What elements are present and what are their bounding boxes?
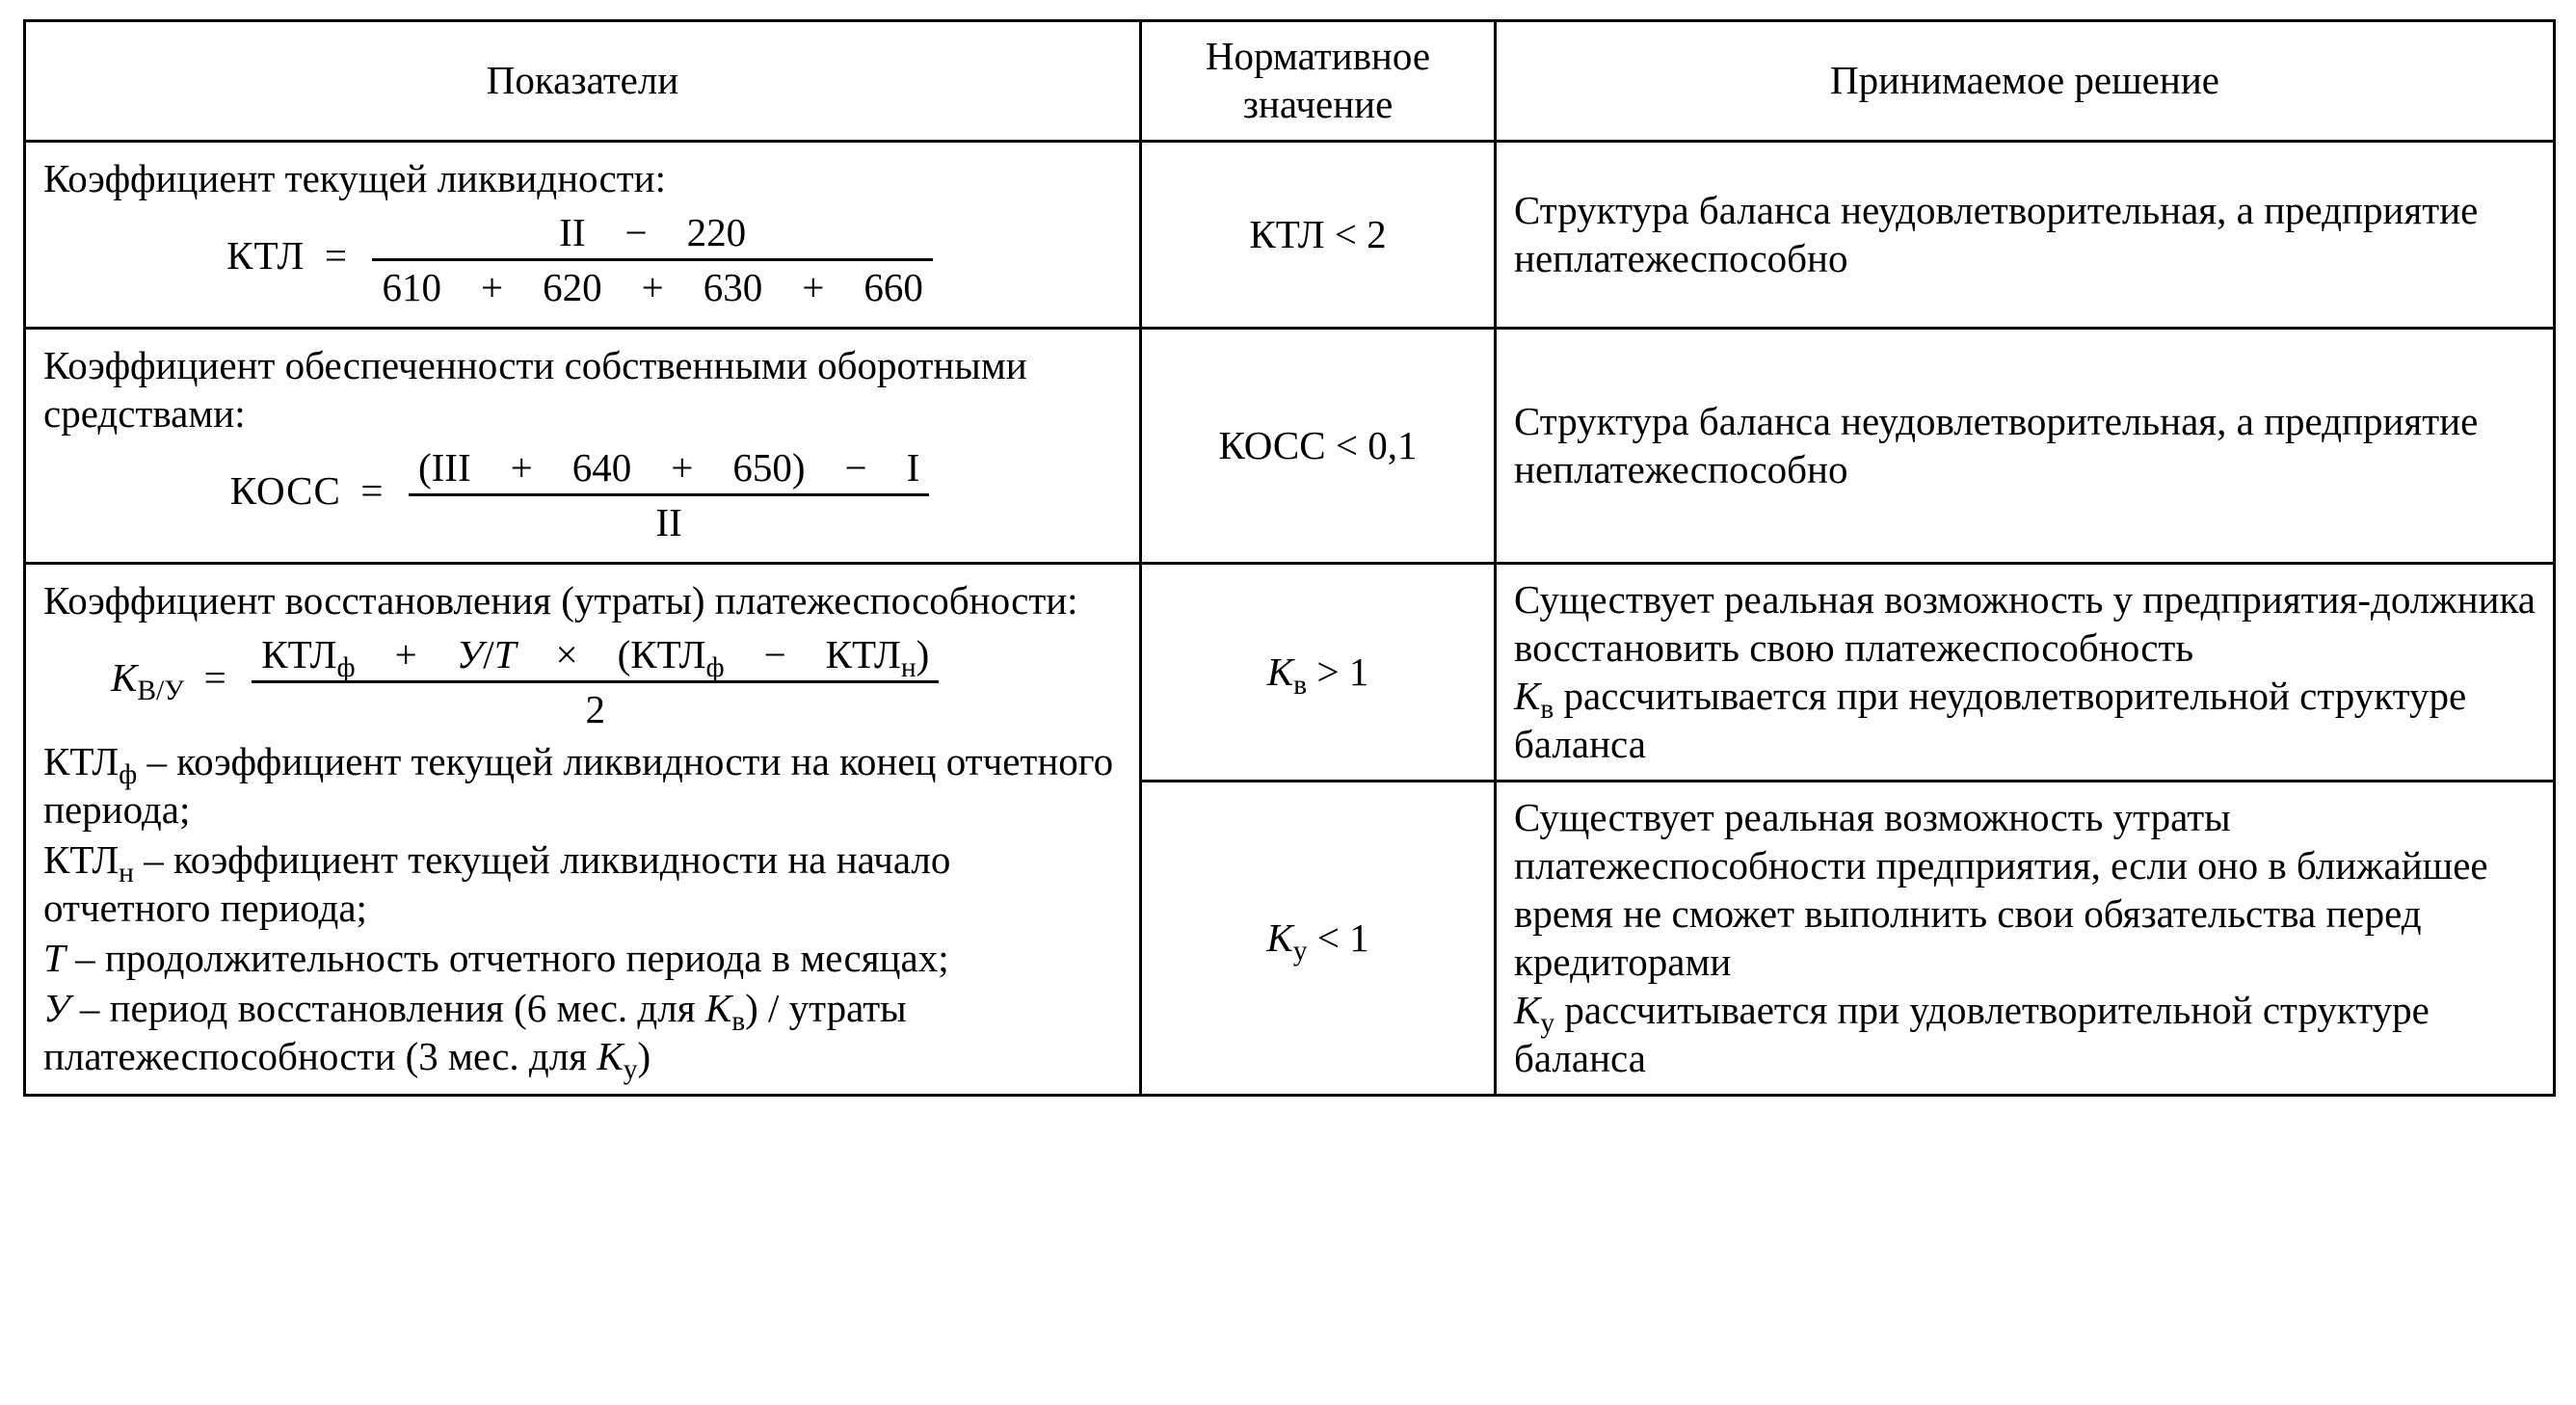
kvu-title: Коэффициент восстановления (утраты) плат… — [43, 576, 1122, 624]
cell-decision-kv: Существует реальная возможность у предпр… — [1496, 564, 2555, 782]
kvu-denominator: 2 — [252, 683, 939, 733]
cell-norm-koss: КОСС < 0,1 — [1141, 329, 1496, 564]
cell-decision-koss: Структура баланса неудовлетворительная, … — [1496, 329, 2555, 564]
header-decision: Принимаемое решение — [1496, 21, 2555, 142]
cell-indicator-ktl: Коэффициент текущей ликвидности: КТЛ = I… — [25, 142, 1141, 329]
page: Показатели Нормативное значение Принимае… — [0, 0, 2576, 1116]
koss-fraction: (III + 640 + 650) − I II — [403, 443, 935, 546]
table-row: Коэффициент обеспеченности собственными … — [25, 329, 2555, 564]
kvu-fraction: КТЛф + У/T × (КТЛф − КТЛн) 2 — [246, 630, 944, 733]
ktl-numerator: II − 220 — [372, 208, 932, 261]
cell-decision-ku: Существует реальная возможность утраты п… — [1496, 782, 2555, 1096]
kvu-desc-t: T – продолжительность отчетного периода … — [43, 934, 1122, 982]
cell-indicator-koss: Коэффициент обеспеченности собственными … — [25, 329, 1141, 564]
cell-norm-ku: Kу < 1 — [1141, 782, 1496, 1096]
kvu-lhs: KВ/У — [111, 655, 184, 700]
ktl-lhs: КТЛ — [226, 233, 305, 278]
table-header-row: Показатели Нормативное значение Принимае… — [25, 21, 2555, 142]
kvu-equation: KВ/У = КТЛф + У/T × (КТЛф − КТЛн) 2 — [43, 630, 1122, 733]
cell-norm-kv: Kв > 1 — [1141, 564, 1496, 782]
table-row: Коэффициент текущей ликвидности: КТЛ = I… — [25, 142, 2555, 329]
table-row: Коэффициент восстановления (утраты) плат… — [25, 564, 2555, 782]
cell-indicator-kvu: Коэффициент восстановления (утраты) плат… — [25, 564, 1141, 1096]
koss-lhs: КОСС — [230, 468, 341, 513]
header-indicators: Показатели — [25, 21, 1141, 142]
kvu-desc-ktlf: КТЛф – коэффициент текущей ликвидности н… — [43, 737, 1122, 834]
cell-norm-ktl: КТЛ < 2 — [1141, 142, 1496, 329]
header-normative: Нормативное значение — [1141, 21, 1496, 142]
ktl-equation: КТЛ = II − 220 610 + 620 + 630 + 660 — [43, 208, 1122, 311]
ktl-title: Коэффициент текущей ликвидности: — [43, 154, 1122, 202]
koss-equation: КОСС = (III + 640 + 650) − I II — [43, 443, 1122, 546]
indicators-table: Показатели Нормативное значение Принимае… — [23, 19, 2556, 1097]
koss-denominator: II — [409, 496, 929, 546]
ktl-denominator: 610 + 620 + 630 + 660 — [372, 261, 932, 311]
kvu-desc-u: У – период восстановления (6 мес. для Kв… — [43, 984, 1122, 1080]
kvu-numerator: КТЛф + У/T × (КТЛф − КТЛн) — [252, 630, 939, 683]
koss-title: Коэффициент обеспеченности собственными … — [43, 341, 1122, 437]
ktl-fraction: II − 220 610 + 620 + 630 + 660 — [366, 208, 938, 311]
kvu-desc-ktln: КТЛн – коэффициент текущей ликвидности н… — [43, 835, 1122, 932]
cell-decision-ktl: Структура баланса неудовлетворительная, … — [1496, 142, 2555, 329]
koss-numerator: (III + 640 + 650) − I — [409, 443, 929, 496]
